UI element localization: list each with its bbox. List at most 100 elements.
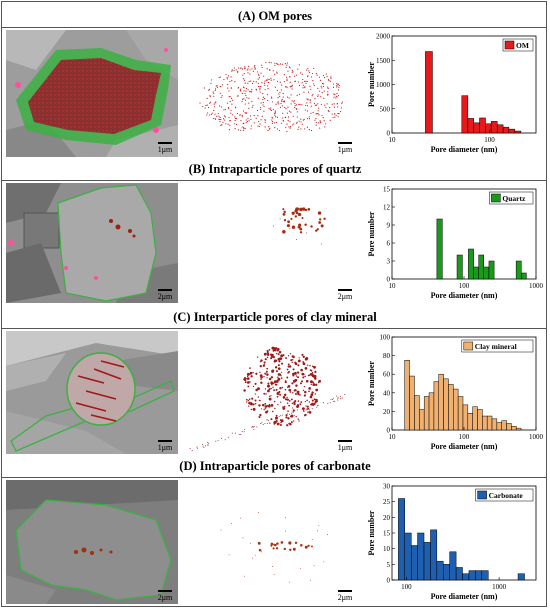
- pore-dot: [196, 446, 198, 448]
- pore-dot: [297, 359, 301, 363]
- pore-dot: [295, 375, 298, 377]
- x-tick-label: 1000: [529, 282, 544, 290]
- pore-dot: [316, 400, 318, 403]
- pore-dot: [266, 367, 269, 370]
- pore-dot: [270, 62, 272, 64]
- pore-dot: [243, 68, 246, 70]
- pore-dot: [338, 86, 340, 88]
- pore-dot: [199, 102, 201, 104]
- pore-dot: [287, 385, 291, 388]
- pore-dot: [254, 554, 256, 556]
- pore-dot: [310, 105, 312, 107]
- sem-texture: [6, 30, 178, 157]
- pore-dot: [202, 105, 204, 108]
- pore-dot: [320, 85, 322, 87]
- pore-dot: [264, 121, 266, 124]
- pore-dot: [309, 100, 311, 102]
- pore-dot: [226, 76, 228, 79]
- pore-dot: [311, 408, 313, 410]
- pore-dot: [323, 76, 326, 79]
- pore-dot: [219, 92, 221, 94]
- pore-dot: [300, 368, 303, 372]
- pore-dot: [299, 227, 303, 231]
- pore-dot: [332, 398, 334, 400]
- pore-dot: [249, 91, 251, 93]
- pore-dot: [251, 397, 254, 400]
- pore-dot: [248, 120, 250, 122]
- pore-dot: [291, 225, 296, 229]
- pore-dot: [277, 373, 281, 376]
- pore-dot: [209, 102, 211, 104]
- pore-dot: [316, 228, 319, 231]
- pore-dot: [225, 123, 227, 125]
- pore-dot: [329, 119, 331, 121]
- panel-b-title: (B) Intraparticle pores of quartz: [188, 162, 362, 176]
- pore-dot: [274, 114, 276, 116]
- pore-dot: [270, 96, 273, 98]
- pore-dot: [318, 218, 322, 221]
- pore-dot: [286, 402, 289, 404]
- pore-dot: [276, 347, 280, 351]
- pore-dot: [290, 111, 292, 113]
- pore-dot: [227, 75, 230, 77]
- pore-dot: [319, 90, 321, 92]
- pore-dot: [265, 79, 267, 81]
- pore-dot: [292, 71, 294, 73]
- pore-dot: [267, 384, 271, 388]
- pore-dot: [327, 110, 329, 112]
- pore-dot: [280, 362, 284, 365]
- pore-dot: [273, 543, 276, 546]
- separator: [2, 328, 546, 329]
- pore-dot: [239, 89, 241, 91]
- pore-dot: [260, 72, 262, 74]
- pore-dot: [243, 389, 246, 392]
- pore-dot: [270, 544, 273, 547]
- pore-dot: [305, 409, 307, 411]
- pore-dot: [313, 67, 315, 70]
- pore-dot: [281, 105, 284, 107]
- pore-dot: [247, 89, 249, 91]
- pore-dot: [333, 93, 335, 95]
- pore-dot: [337, 116, 339, 118]
- histogram-bar: [428, 392, 435, 431]
- pore-dot: [244, 92, 246, 95]
- pore-dot: [302, 84, 305, 86]
- pore-dot: [286, 96, 289, 98]
- pore-dot: [255, 81, 257, 83]
- pore-dot: [224, 439, 226, 441]
- pore-dot: [301, 104, 303, 106]
- pore-dot: [262, 96, 265, 98]
- pore-dot: [260, 102, 262, 104]
- pore-dot: [258, 120, 260, 123]
- pore-dot: [278, 129, 281, 132]
- pore-dot: [297, 212, 302, 217]
- pore-dot: [291, 402, 294, 405]
- sem-texture: [6, 183, 178, 303]
- y-axis-label: Pore number: [367, 62, 376, 107]
- pore-dot: [304, 413, 307, 416]
- pore-dot: [287, 355, 290, 357]
- pore-dot: [296, 239, 298, 241]
- pore-dot: [257, 396, 259, 398]
- pore-dot: [254, 402, 257, 405]
- histogram-bar: [496, 422, 502, 431]
- pore-dot: [220, 124, 222, 127]
- pore-dot: [288, 66, 290, 68]
- pore-dot: [286, 79, 288, 82]
- pore-dot: [290, 103, 292, 105]
- pore-dot: [275, 388, 278, 391]
- pore-dot: [277, 377, 281, 381]
- pore-dot: [274, 112, 276, 115]
- pore-dot: [314, 370, 317, 373]
- pore-dot: [228, 108, 230, 110]
- pore-dot: [221, 124, 223, 126]
- pore-dot: [261, 82, 263, 84]
- pore-dot: [304, 390, 307, 394]
- y-tick-label: 40: [383, 389, 391, 397]
- y-tick-label: 10: [383, 545, 391, 553]
- pore-dot: [274, 407, 276, 410]
- pore-dot: [324, 104, 326, 106]
- pore-dot: [253, 115, 255, 117]
- pore-dot: [237, 86, 240, 89]
- histogram-bar: [423, 396, 430, 431]
